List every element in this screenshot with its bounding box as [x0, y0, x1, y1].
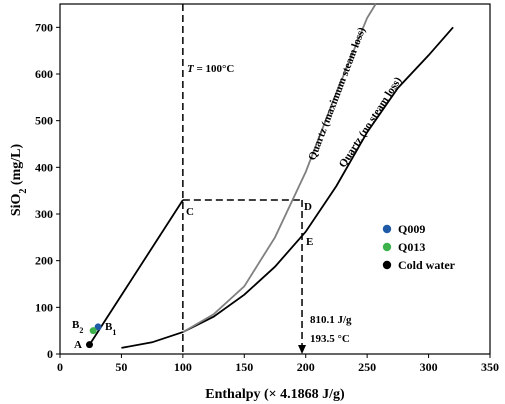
guide-arrowhead [298, 345, 307, 354]
label-t100: T = 100°C [187, 63, 234, 75]
label-b2: B2 [72, 319, 83, 335]
result-temperature: 193.5 °C [310, 333, 350, 345]
y-tick-label: 400 [35, 160, 53, 174]
x-axis: 0 50 100 150 200 250 300 350 [57, 354, 499, 374]
y-axis-title: SiO2 (mg/L) [9, 144, 29, 217]
data-point-2 [85, 341, 93, 349]
y-tick-label: 100 [35, 300, 53, 314]
guide-lines [182, 4, 307, 354]
result-enthalpy: 810.1 J/g [310, 314, 352, 326]
label-b1: B1 [105, 321, 116, 337]
legend-label-1: Q013 [398, 240, 425, 254]
x-tick-label: 300 [420, 360, 438, 374]
legend-label-0: Q009 [398, 222, 425, 236]
y-tick-label: 700 [35, 20, 53, 34]
plot-frame [59, 3, 491, 355]
label-c: C [186, 206, 194, 218]
legend-marker-0 [382, 224, 392, 234]
legend: Q009 Q013 Cold water [382, 222, 456, 272]
legend-marker-2 [382, 260, 392, 270]
data-points [85, 323, 102, 349]
x-axis-title: Enthalpy (× 4.1868 J/g) [205, 387, 345, 402]
label-e: E [306, 236, 313, 248]
y-axis: 0 100 200 300 400 500 600 700 [35, 20, 60, 361]
legend-marker-1 [382, 242, 392, 252]
y-tick-label: 600 [35, 67, 53, 81]
series-line-1 [182, 3, 377, 333]
x-tick-label: 50 [115, 360, 127, 374]
x-tick-label: 0 [57, 360, 63, 374]
label-d: D [304, 201, 312, 213]
x-tick-label: 100 [174, 360, 192, 374]
series-line-0 [121, 26, 454, 349]
x-tick-label: 350 [481, 360, 499, 374]
data-point-0 [94, 323, 102, 331]
y-tick-label: 500 [35, 114, 53, 128]
legend-label-2: Cold water [398, 258, 456, 272]
y-tick-label: 0 [47, 347, 53, 361]
y-tick-label: 200 [35, 254, 53, 268]
label-no-steam-loss: Quartz (no steam loss) [337, 75, 405, 170]
mixing-line [88, 199, 184, 346]
x-tick-label: 200 [297, 360, 315, 374]
label-a: A [74, 339, 82, 351]
x-tick-label: 250 [358, 360, 376, 374]
series-curves [88, 3, 454, 349]
x-tick-label: 150 [235, 360, 253, 374]
data-point-1 [89, 327, 97, 335]
y-tick-label: 300 [35, 207, 53, 221]
